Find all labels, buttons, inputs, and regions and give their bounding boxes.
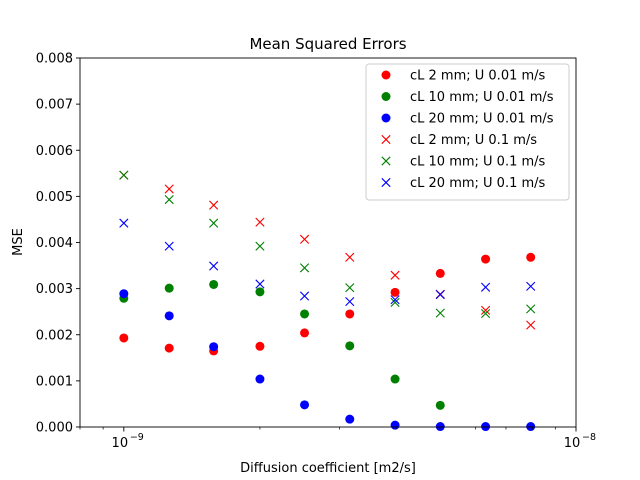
data-point — [164, 283, 174, 293]
legend: cL 2 mm; U 0.01 m/s cL 10 mm; U 0.01 m/s c… — [365, 63, 570, 201]
x-axis-title: Diffusion coefficient [m2/s] — [240, 461, 416, 476]
data-point — [300, 328, 310, 338]
data-marks — [119, 170, 536, 432]
data-point — [299, 263, 310, 273]
legend-item: cL 2 mm; U 0.01 m/s — [381, 69, 546, 84]
data-point — [390, 270, 400, 280]
legend-label: cL 20 mm; U 0.1 m/s — [410, 176, 546, 191]
data-point — [435, 400, 445, 410]
data-point — [435, 290, 445, 300]
x-tick-label: 10 — [564, 436, 581, 451]
data-point — [390, 420, 400, 430]
data-point — [390, 297, 400, 308]
legend-marker — [381, 177, 391, 188]
y-tick-label: 0.005 — [36, 190, 73, 205]
data-point — [345, 309, 355, 319]
legend-item: cL 10 mm; U 0.1 m/s — [381, 155, 546, 170]
data-point — [300, 400, 310, 410]
y-tick-label: 0.007 — [36, 98, 73, 113]
data-point — [526, 304, 536, 314]
legend-label: cL 10 mm; U 0.1 m/s — [410, 155, 546, 170]
series-6 — [119, 218, 536, 307]
data-point — [435, 422, 445, 432]
legend-label: cL 10 mm; U 0.01 m/s — [410, 90, 554, 105]
data-point — [164, 241, 174, 251]
data-point — [164, 343, 174, 353]
data-point — [209, 218, 219, 228]
y-axis-title: MSE — [11, 228, 26, 256]
data-point — [255, 217, 265, 227]
x-tick-exponent: −8 — [582, 432, 596, 443]
x-tick-label: 10 — [112, 436, 129, 451]
data-point — [164, 184, 174, 194]
data-point — [255, 241, 265, 251]
legend-box — [365, 63, 570, 201]
data-point — [209, 261, 219, 271]
data-point — [345, 341, 355, 351]
data-point — [345, 252, 355, 262]
data-point — [481, 422, 491, 432]
axes: 0.000 0.001 0.002 0.003 0.004 0.005 0.006 0.007… — [36, 52, 596, 452]
data-point — [255, 279, 265, 289]
data-point — [164, 311, 174, 321]
data-point — [480, 282, 491, 292]
data-point — [209, 279, 219, 289]
data-point — [481, 254, 491, 264]
data-point — [255, 287, 265, 297]
data-point — [390, 374, 400, 384]
y-tick-label: 0.002 — [36, 328, 73, 343]
data-point — [526, 320, 536, 330]
chart-title: Mean Squared Errors — [249, 35, 406, 53]
data-point — [119, 170, 129, 180]
legend-item: cL 2 mm; U 0.1 m/s — [381, 133, 537, 148]
y-tick-label: 0.006 — [36, 144, 73, 159]
data-point — [119, 218, 129, 228]
legend-item: cL 20 mm; U 0.1 m/s — [381, 176, 546, 191]
legend-marker — [381, 156, 391, 166]
legend-item: cL 10 mm; U 0.01 m/s — [381, 90, 554, 105]
y-tick-label: 0.001 — [36, 374, 73, 389]
data-point — [119, 333, 129, 343]
legend-marker — [381, 113, 391, 123]
data-point — [209, 200, 219, 210]
data-point — [345, 414, 355, 424]
legend-label: cL 2 mm; U 0.01 m/s — [410, 69, 546, 84]
data-point — [526, 252, 536, 262]
data-point — [119, 289, 129, 299]
data-point — [345, 283, 355, 293]
legend-marker — [381, 134, 391, 145]
data-point — [435, 268, 445, 278]
data-point — [390, 295, 400, 305]
data-point — [299, 234, 310, 244]
data-point — [345, 296, 355, 307]
data-point — [255, 374, 265, 384]
legend-marker — [381, 92, 391, 101]
series-1 — [119, 252, 536, 356]
data-point — [299, 291, 310, 301]
legend-label: cL 2 mm; U 0.1 m/s — [410, 133, 537, 148]
data-point — [480, 305, 491, 315]
data-point — [435, 308, 445, 318]
data-point — [300, 309, 310, 319]
legend-item: cL 20 mm; U 0.01 m/s — [381, 112, 554, 127]
data-point — [255, 341, 265, 351]
data-point — [209, 342, 219, 352]
series-5 — [119, 170, 536, 319]
y-tick-label: 0.004 — [36, 236, 73, 251]
y-tick-label: 0.000 — [36, 421, 73, 436]
y-tick-label: 0.003 — [36, 282, 73, 297]
data-point — [390, 287, 400, 297]
y-tick-label: 0.008 — [36, 52, 73, 67]
data-point — [526, 281, 536, 291]
x-tick-exponent: −9 — [130, 432, 144, 443]
legend-label: cL 20 mm; U 0.01 m/s — [410, 112, 554, 127]
data-point — [480, 308, 491, 319]
data-point — [164, 195, 174, 205]
data-point — [526, 422, 536, 432]
series-3 — [119, 289, 536, 432]
legend-marker — [381, 70, 391, 80]
